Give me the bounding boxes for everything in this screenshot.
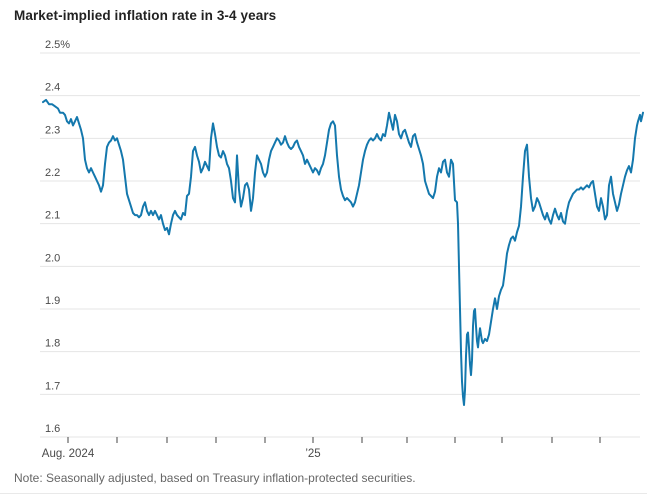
source-note: Note: Seasonally adjusted, based on Trea…	[14, 471, 416, 485]
y-tick-label: 2.0	[45, 252, 60, 264]
x-tick-label: Aug. 2024	[42, 448, 95, 460]
y-tick-label: 1.9	[45, 295, 60, 307]
y-tick-label: 1.6	[45, 423, 60, 435]
y-tick-label: 2.3	[45, 124, 60, 136]
y-tick-label: 2.1	[45, 210, 60, 222]
y-tick-label: 1.7	[45, 380, 60, 392]
y-tick-label: 2.2	[45, 167, 60, 179]
y-tick-label: 2.4	[45, 82, 60, 94]
y-tick-label: 2.5%	[45, 39, 70, 51]
chart-title: Market-implied inflation rate in 3-4 yea…	[14, 8, 277, 23]
data-line	[42, 98, 644, 406]
y-tick-label: 1.8	[45, 338, 60, 350]
x-tick-label: ’25	[305, 448, 320, 460]
